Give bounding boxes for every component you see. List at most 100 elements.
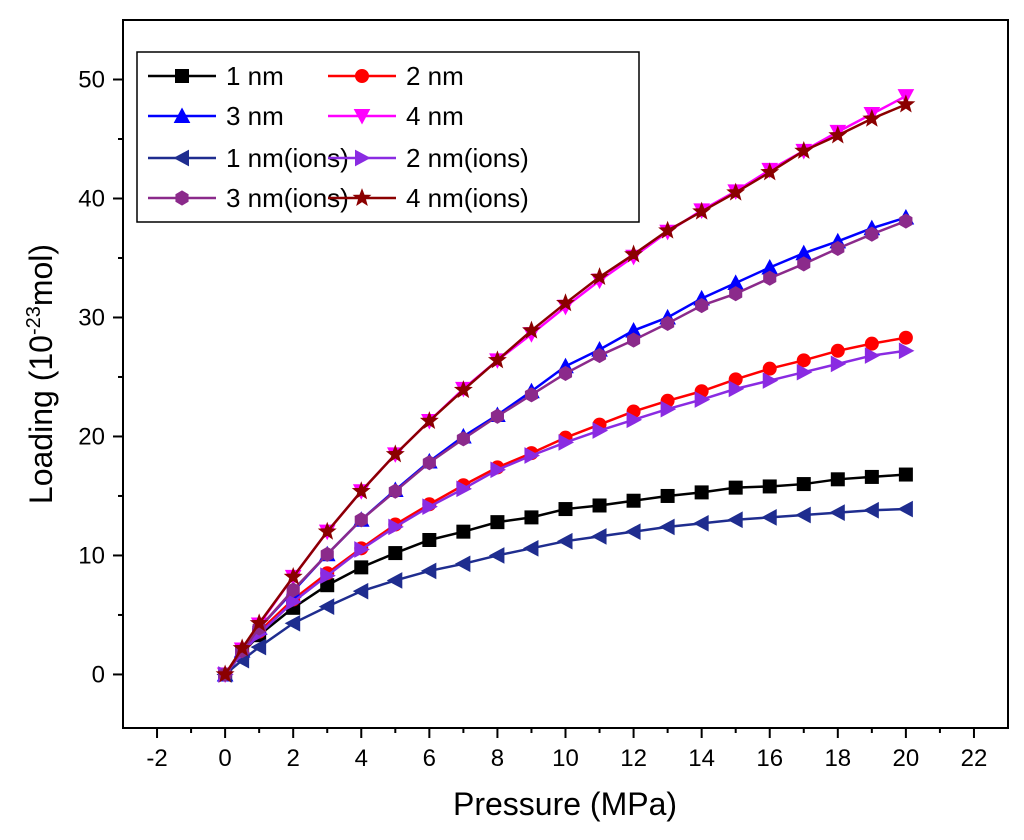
data-point xyxy=(422,455,436,471)
data-point xyxy=(456,480,472,498)
data-point xyxy=(626,493,641,508)
y-axis-title: Loading (10-23mol) xyxy=(23,244,59,504)
x-tick-label: 4 xyxy=(355,745,368,772)
data-point xyxy=(354,512,368,528)
data-point xyxy=(796,353,811,368)
data-point xyxy=(386,572,403,589)
data-point xyxy=(592,498,607,513)
data-point xyxy=(728,480,743,495)
x-axis-title: Pressure (MPa) xyxy=(453,786,677,822)
data-point xyxy=(456,524,471,539)
data-point xyxy=(797,256,811,272)
legend-marker xyxy=(175,190,189,206)
data-point xyxy=(694,391,711,408)
x-tick-label: 10 xyxy=(552,745,579,772)
data-point xyxy=(830,355,847,373)
legend-label: 4 nm xyxy=(406,101,464,131)
data-point xyxy=(558,434,575,451)
data-point xyxy=(490,408,504,424)
data-point xyxy=(693,514,709,532)
series-line xyxy=(224,473,906,676)
x-axis-ticks: -2 0 2 4 6 8 10 12 14 16 18 20 22 xyxy=(146,728,987,772)
data-point xyxy=(862,108,882,127)
data-point xyxy=(763,270,777,286)
data-point xyxy=(830,343,845,358)
data-point xyxy=(796,477,811,492)
data-point xyxy=(795,506,811,524)
data-point xyxy=(456,431,470,447)
series-line xyxy=(224,349,907,676)
x-tick-label: 6 xyxy=(423,745,436,772)
data-point xyxy=(829,504,845,521)
data-point xyxy=(556,293,575,312)
data-point xyxy=(830,472,845,487)
data-point xyxy=(760,162,780,181)
data-point xyxy=(695,298,709,314)
y-tick-label: 0 xyxy=(92,661,105,688)
data-point xyxy=(490,461,506,479)
legend-label: 2 nm(ions) xyxy=(406,143,529,173)
data-point xyxy=(590,528,607,545)
data-point xyxy=(726,182,746,201)
y-tick-label: 10 xyxy=(78,542,105,569)
series-line xyxy=(224,219,907,676)
data-point xyxy=(215,664,235,683)
data-point xyxy=(659,518,675,536)
data-point xyxy=(232,638,252,657)
data-point xyxy=(864,336,879,351)
series-layer xyxy=(215,89,916,684)
data-point xyxy=(692,201,712,220)
legend-marker xyxy=(353,109,371,125)
data-point xyxy=(317,521,337,540)
legend-marker xyxy=(173,107,191,123)
legend-label: 3 nm xyxy=(226,101,284,131)
data-point xyxy=(522,320,541,339)
y-axis-title-superscript: -23 xyxy=(23,306,45,335)
y-axis-title-main: Loading (10 xyxy=(23,335,59,504)
data-point xyxy=(762,479,777,494)
y-tick-label: 40 xyxy=(78,185,105,212)
data-point xyxy=(388,483,402,499)
legend-marker xyxy=(352,188,372,207)
data-point xyxy=(762,361,777,376)
data-point xyxy=(354,541,370,558)
data-point xyxy=(354,560,369,575)
x-tick-label: 22 xyxy=(961,745,988,772)
data-point xyxy=(761,509,777,526)
x-tick-label: 0 xyxy=(218,745,231,772)
data-point xyxy=(524,447,541,464)
y-axis-ticks: 0 10 20 30 40 50 xyxy=(78,66,123,688)
legend-marker xyxy=(355,149,371,167)
legend-item: 3 nm xyxy=(148,101,284,131)
data-point xyxy=(625,523,641,540)
data-point xyxy=(658,220,678,239)
data-point xyxy=(286,593,302,611)
data-point xyxy=(898,467,913,482)
data-point xyxy=(897,500,913,518)
data-point xyxy=(320,567,336,585)
data-point xyxy=(627,332,641,348)
data-point xyxy=(388,518,404,536)
legend-marker xyxy=(173,149,189,167)
data-point xyxy=(558,502,573,517)
data-point xyxy=(320,546,334,562)
series-line xyxy=(224,507,906,676)
series-1-nm-ions- xyxy=(216,500,913,683)
data-point xyxy=(727,511,743,529)
data-point xyxy=(762,372,779,389)
series-line xyxy=(224,103,907,676)
data-point xyxy=(490,515,505,530)
data-point xyxy=(522,539,539,557)
data-point xyxy=(250,638,267,656)
data-point xyxy=(794,140,814,159)
x-tick-label: -2 xyxy=(146,745,167,772)
data-point xyxy=(660,488,675,503)
legend-item: 2 nm(ions) xyxy=(328,143,529,173)
data-point xyxy=(898,342,915,360)
legend-item: 2 nm xyxy=(328,61,464,91)
data-point xyxy=(419,411,439,430)
legend: 1 nm 2 nm3 nm 4 nm1 nm(ions) 2 nm(ions)3 nm… xyxy=(136,51,640,223)
x-tick-label: 20 xyxy=(893,745,920,772)
data-point xyxy=(729,286,743,302)
legend-marker xyxy=(355,69,369,83)
